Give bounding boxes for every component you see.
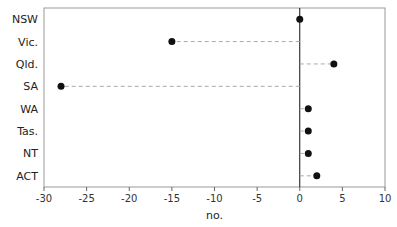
plot-frame xyxy=(44,8,385,187)
x-tick-label: -30 xyxy=(36,193,52,204)
x-tick-label: -10 xyxy=(206,193,222,204)
x-tick-label: -20 xyxy=(121,193,137,204)
x-tick xyxy=(299,187,300,191)
chart: -30 -25 -20 -15 -10 -5 0 5 10 no. NSW Vic. Qld. SA WA T… xyxy=(0,0,397,227)
x-tick xyxy=(214,187,215,191)
category-label: ACT xyxy=(16,170,38,183)
x-tick xyxy=(129,187,130,191)
plot-area xyxy=(58,8,338,187)
stem xyxy=(300,63,334,64)
x-tick-label: 5 xyxy=(339,193,345,204)
dot xyxy=(313,172,320,179)
dot xyxy=(305,150,312,157)
category-label: NT xyxy=(23,147,38,160)
stem xyxy=(61,86,300,87)
x-tick xyxy=(385,187,386,191)
x-tick xyxy=(171,187,172,191)
stem xyxy=(172,41,300,42)
category-label: Qld. xyxy=(16,58,38,71)
x-tick xyxy=(44,187,45,191)
x-tick xyxy=(342,187,343,191)
x-axis-label: no. xyxy=(206,209,223,222)
category-label: Tas. xyxy=(16,125,38,138)
dot xyxy=(296,16,303,23)
dot xyxy=(58,83,65,90)
x-tick xyxy=(257,187,258,191)
x-tick-label: 10 xyxy=(379,193,392,204)
x-tick xyxy=(86,187,87,191)
dot xyxy=(330,60,337,67)
x-tick-label: -5 xyxy=(252,193,262,204)
zero-line xyxy=(299,8,300,187)
category-label: NSW xyxy=(12,13,38,26)
x-tick-label: -25 xyxy=(78,193,94,204)
chart-container: -30 -25 -20 -15 -10 -5 0 5 10 no. NSW Vic. Qld. SA WA T… xyxy=(0,0,397,227)
dot xyxy=(305,128,312,135)
dot xyxy=(305,105,312,112)
category-label: Vic. xyxy=(18,36,38,49)
dot xyxy=(168,38,175,45)
category-label: SA xyxy=(23,80,38,93)
category-label: WA xyxy=(20,103,38,116)
x-tick-label: -15 xyxy=(164,193,180,204)
x-tick-label: 0 xyxy=(297,193,303,204)
